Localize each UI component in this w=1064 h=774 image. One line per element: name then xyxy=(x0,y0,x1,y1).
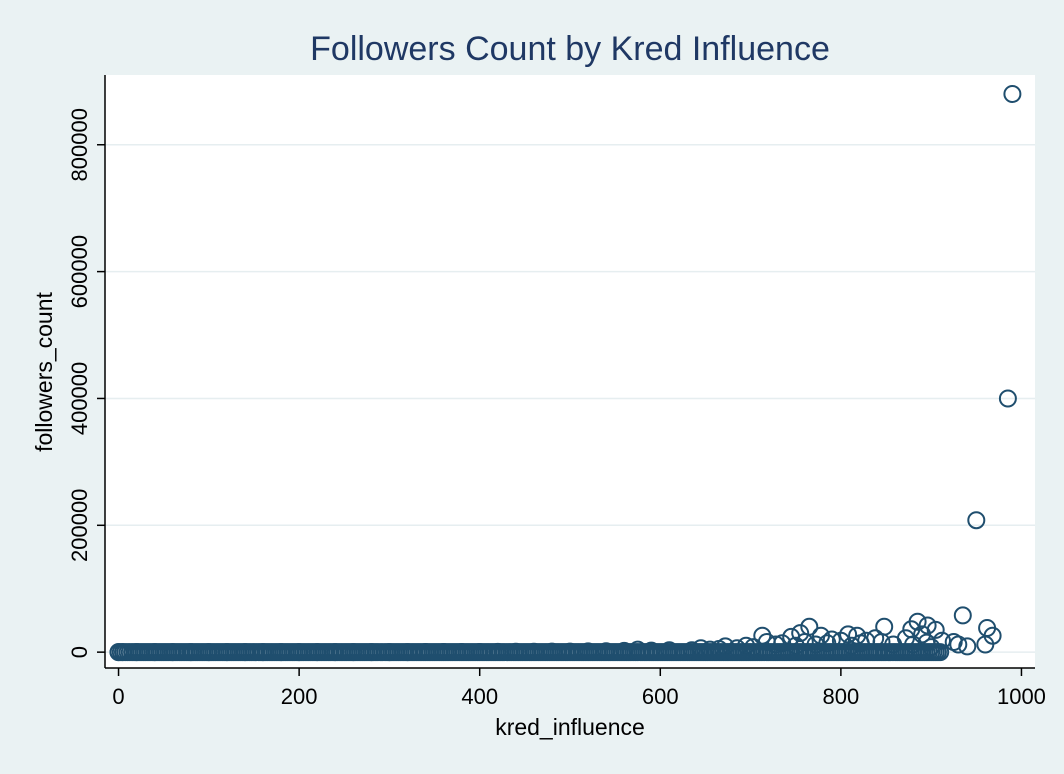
data-point xyxy=(931,643,950,662)
data-point xyxy=(791,624,810,643)
data-point xyxy=(976,635,995,654)
data-points xyxy=(109,85,1022,662)
x-tick-label: 0 xyxy=(112,684,124,709)
x-ticks: 0 200 400 600 800 1000 xyxy=(112,668,1046,709)
data-point xyxy=(998,389,1017,408)
y-tick-label: 600000 xyxy=(67,235,92,308)
data-point xyxy=(917,633,936,652)
chart-title: Followers Count by Kred Influence xyxy=(310,30,830,68)
x-tick-label: 1000 xyxy=(997,684,1046,709)
x-axis-label: kred_influence xyxy=(495,714,645,740)
x-tick-label: 800 xyxy=(823,684,860,709)
y-ticks: 0 200000 400000 600000 800000 xyxy=(67,108,105,658)
y-axis-label: followers_count xyxy=(31,291,57,451)
data-point xyxy=(949,635,968,654)
data-point xyxy=(958,637,977,656)
axes xyxy=(104,75,1035,669)
plot-area xyxy=(105,75,1035,668)
x-tick-label: 400 xyxy=(461,684,498,709)
y-tick-label: 200000 xyxy=(67,489,92,562)
x-tick-label: 200 xyxy=(281,684,318,709)
y-tick-label: 0 xyxy=(67,646,92,658)
data-point xyxy=(1003,85,1022,103)
data-point xyxy=(967,511,986,530)
data-point xyxy=(953,606,972,625)
y-tick-label: 800000 xyxy=(67,108,92,181)
x-tick-label: 600 xyxy=(642,684,679,709)
y-tick-label: 400000 xyxy=(67,362,92,435)
